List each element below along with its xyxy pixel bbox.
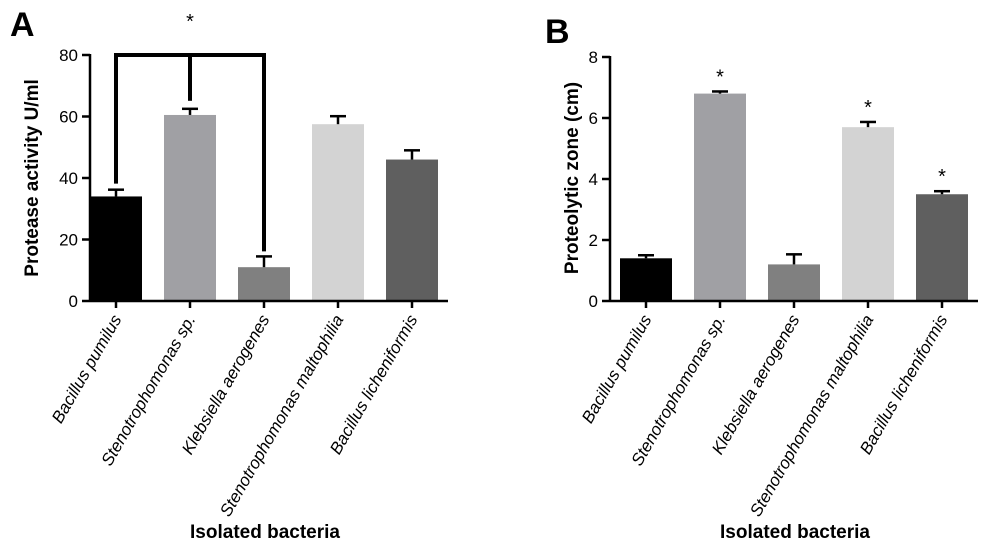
bar [694, 93, 746, 301]
bar [312, 124, 364, 301]
bar [386, 159, 438, 301]
bar [842, 127, 894, 302]
y-tick-label: 80 [59, 46, 78, 65]
significance-marker: * [864, 97, 872, 119]
y-axis-title: Proteolytic zone (cm) [562, 82, 583, 274]
x-axis-title: Isolated bacteria [190, 522, 340, 543]
x-tick-label: Stenotrophomonas maltophilia [746, 312, 877, 520]
y-tick-label: 20 [59, 231, 78, 250]
y-tick-label: 0 [589, 292, 598, 311]
panel-a: A 0 20 40 60 80 Bacillus pumilus Stenotrophomon… [10, 6, 448, 543]
x-tick-label: Bacillus pumilus [48, 311, 126, 426]
x-axis-title: Isolated bacteria [720, 522, 870, 543]
y-tick-label: 4 [589, 170, 598, 189]
bar [90, 196, 142, 301]
y-axis-title: Protease activity U/ml [22, 79, 43, 276]
bar [620, 258, 672, 301]
x-tick-label: Stenotrophomonas maltophilia [216, 312, 347, 520]
x-tick-label: Bacillus pumilus [578, 311, 656, 426]
significance-marker: * [938, 166, 946, 188]
bar [238, 267, 290, 301]
significance-marker: * [186, 11, 194, 33]
y-tick-label: 6 [589, 109, 598, 128]
panel-label: B [545, 13, 570, 51]
y-tick-label: 60 [59, 108, 78, 127]
bar [164, 114, 216, 302]
y-tick-label: 40 [59, 169, 78, 188]
y-tick-label: 0 [69, 292, 78, 311]
significance-marker: * [716, 66, 724, 88]
panel-label: A [10, 6, 35, 44]
y-tick-label: 2 [589, 231, 598, 250]
bar [768, 264, 820, 301]
y-tick-label: 8 [589, 48, 598, 67]
bar [916, 194, 968, 301]
